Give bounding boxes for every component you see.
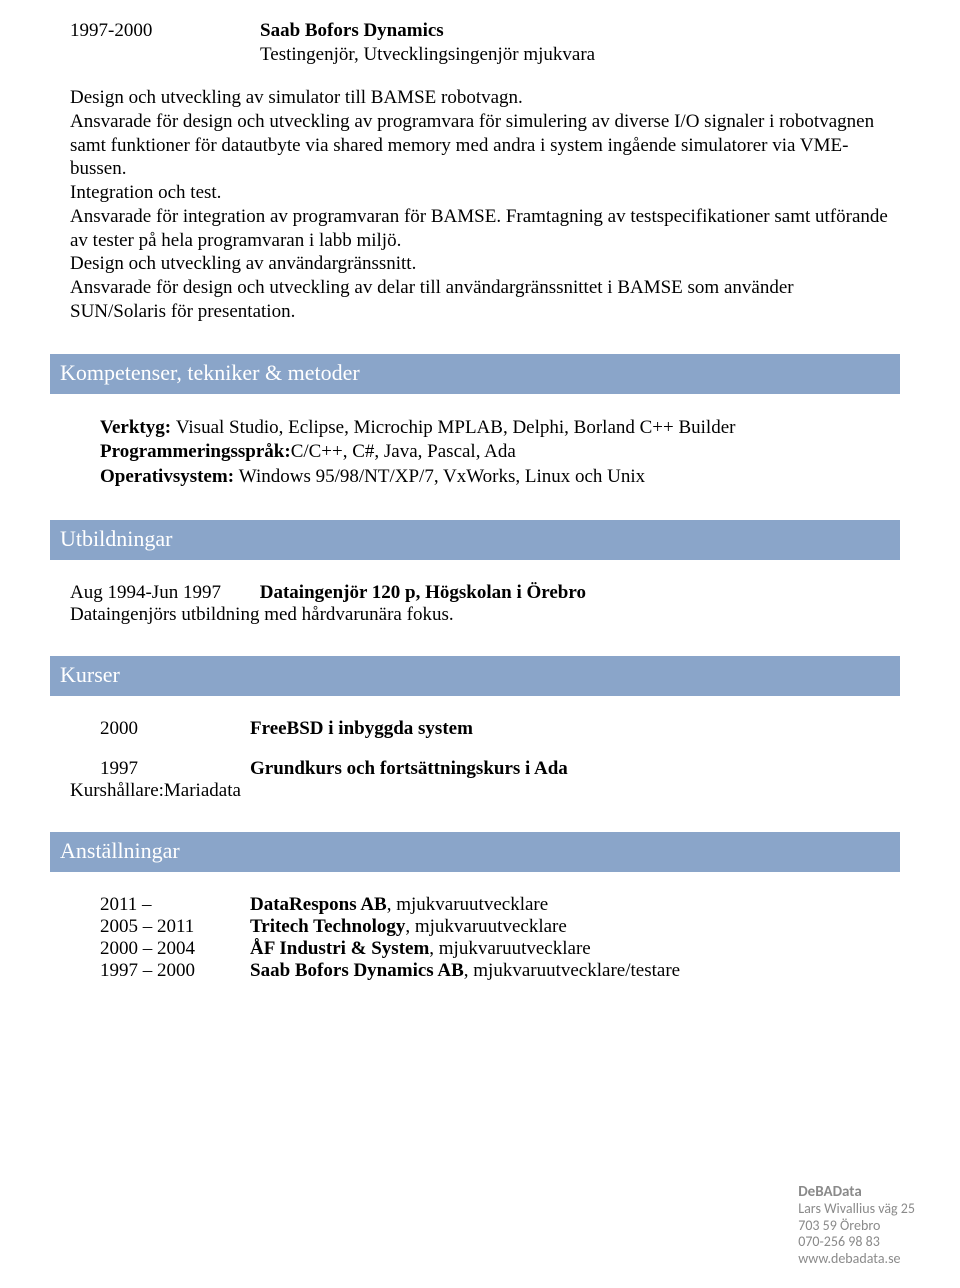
edu-desc: Dataingenjörs utbildning med hårdvarunär…	[70, 604, 890, 626]
os-label: Operativsystem:	[100, 466, 239, 487]
footer-web: www.debadata.se	[798, 1251, 915, 1268]
prog-label: Programmeringsspråk:	[100, 441, 291, 462]
edu-period: Aug 1994-Jun 1997	[70, 582, 255, 604]
footer-contact: DeBAData Lars Wivallius väg 25 703 59 Ör…	[798, 1183, 915, 1268]
emp-company-2: ÅF Industri & System	[250, 938, 429, 959]
course-note-1: Kurshållare:Mariadata	[70, 780, 890, 802]
job-desc-p4: Ansvarade för integration av programvara…	[70, 205, 890, 253]
footer-addr1: Lars Wivallius väg 25	[798, 1201, 915, 1218]
footer-phone: 070-256 98 83	[798, 1234, 915, 1251]
job-desc-p3: Integration och test.	[70, 181, 890, 205]
emp-role-3: , mjukvaruutvecklare/testare	[464, 960, 680, 981]
emp-company-3: Saab Bofors Dynamics AB	[250, 960, 464, 981]
emp-period-3: 1997 – 2000	[100, 960, 250, 982]
emp-period-0: 2011 –	[100, 894, 250, 916]
section-kompetenser: Kompetenser, tekniker & metoder	[50, 354, 900, 394]
emp-period-2: 2000 – 2004	[100, 938, 250, 960]
job-desc-p5: Design och utveckling av användargränssn…	[70, 252, 890, 276]
job-role: Testingenjör, Utvecklingsingenjör mjukva…	[260, 44, 890, 66]
course-title-1: Grundkurs och fortsättningskurs i Ada	[250, 758, 568, 780]
section-kurser: Kurser	[50, 656, 900, 696]
course-year-0: 2000	[100, 718, 250, 740]
footer-brand: DeBAData	[798, 1183, 915, 1201]
emp-company-1: Tritech Technology	[250, 916, 405, 937]
section-anstallningar: Anställningar	[50, 832, 900, 872]
verktyg-label: Verktyg:	[100, 417, 176, 438]
job-period: 1997-2000	[70, 20, 260, 42]
emp-role-2: , mjukvaruutvecklare	[429, 938, 590, 959]
emp-company-0: DataRespons AB	[250, 894, 387, 915]
emp-role-0: , mjukvaruutvecklare	[387, 894, 548, 915]
section-utbildningar: Utbildningar	[50, 520, 900, 560]
job-desc-p2: Ansvarade för design och utveckling av p…	[70, 110, 890, 181]
os-value: Windows 95/98/NT/XP/7, VxWorks, Linux oc…	[239, 466, 645, 487]
emp-role-1: , mjukvaruutvecklare	[405, 916, 566, 937]
job-desc-p1: Design och utveckling av simulator till …	[70, 86, 890, 110]
job-desc-p6: Ansvarade för design och utveckling av d…	[70, 276, 890, 324]
course-title-0: FreeBSD i inbyggda system	[250, 718, 473, 740]
emp-period-1: 2005 – 2011	[100, 916, 250, 938]
course-year-1: 1997	[100, 758, 250, 780]
footer-addr2: 703 59 Örebro	[798, 1218, 915, 1235]
prog-value: C/C++, C#, Java, Pascal, Ada	[291, 441, 516, 462]
verktyg-value: Visual Studio, Eclipse, Microchip MPLAB,…	[176, 417, 736, 438]
job-company: Saab Bofors Dynamics	[260, 20, 444, 42]
edu-title: Dataingenjör 120 p, Högskolan i Örebro	[260, 582, 586, 603]
